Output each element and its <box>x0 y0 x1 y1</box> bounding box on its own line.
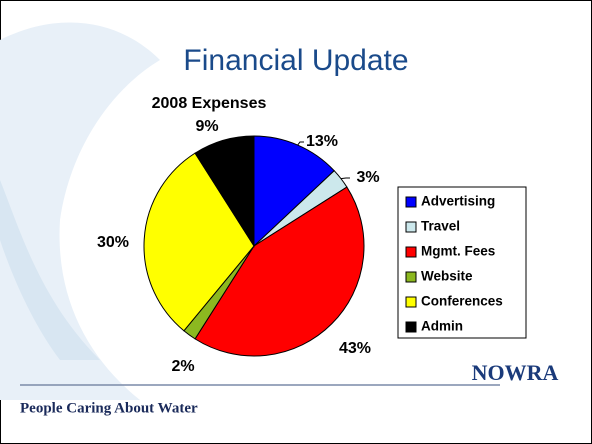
pie-slice <box>194 186 365 357</box>
data-label: 9% <box>195 118 218 135</box>
data-label: 30% <box>97 234 129 251</box>
legend-label: Conferences <box>421 294 503 309</box>
data-label: 3% <box>356 169 379 186</box>
pie-slice <box>194 135 255 248</box>
data-label: 43% <box>339 340 371 357</box>
slide-title: Financial Update <box>183 44 408 77</box>
legend-label: Admin <box>421 319 463 334</box>
leader-line <box>340 177 350 180</box>
data-label: 13% <box>306 133 338 150</box>
legend-label: Travel <box>421 219 460 234</box>
chart-title: 2008 Expenses <box>152 95 267 112</box>
pie-slice <box>143 152 255 332</box>
legend-swatch <box>405 246 417 258</box>
leader-line <box>297 141 304 146</box>
legend-swatch <box>405 271 417 283</box>
legend-swatch <box>405 221 417 233</box>
legend-label: Website <box>421 269 473 284</box>
legend-swatch <box>405 321 417 333</box>
pie-slice <box>253 135 335 248</box>
data-label: 2% <box>171 358 194 375</box>
background-swoosh <box>0 180 100 360</box>
legend-swatch <box>405 296 417 308</box>
legend-label: Advertising <box>421 194 495 209</box>
logo: NOWRA <box>472 360 559 385</box>
legend-swatch <box>405 196 417 208</box>
legend-label: Mgmt. Fees <box>421 244 495 259</box>
legend-box <box>397 186 527 339</box>
footer-text: People Caring About Water <box>20 400 198 416</box>
